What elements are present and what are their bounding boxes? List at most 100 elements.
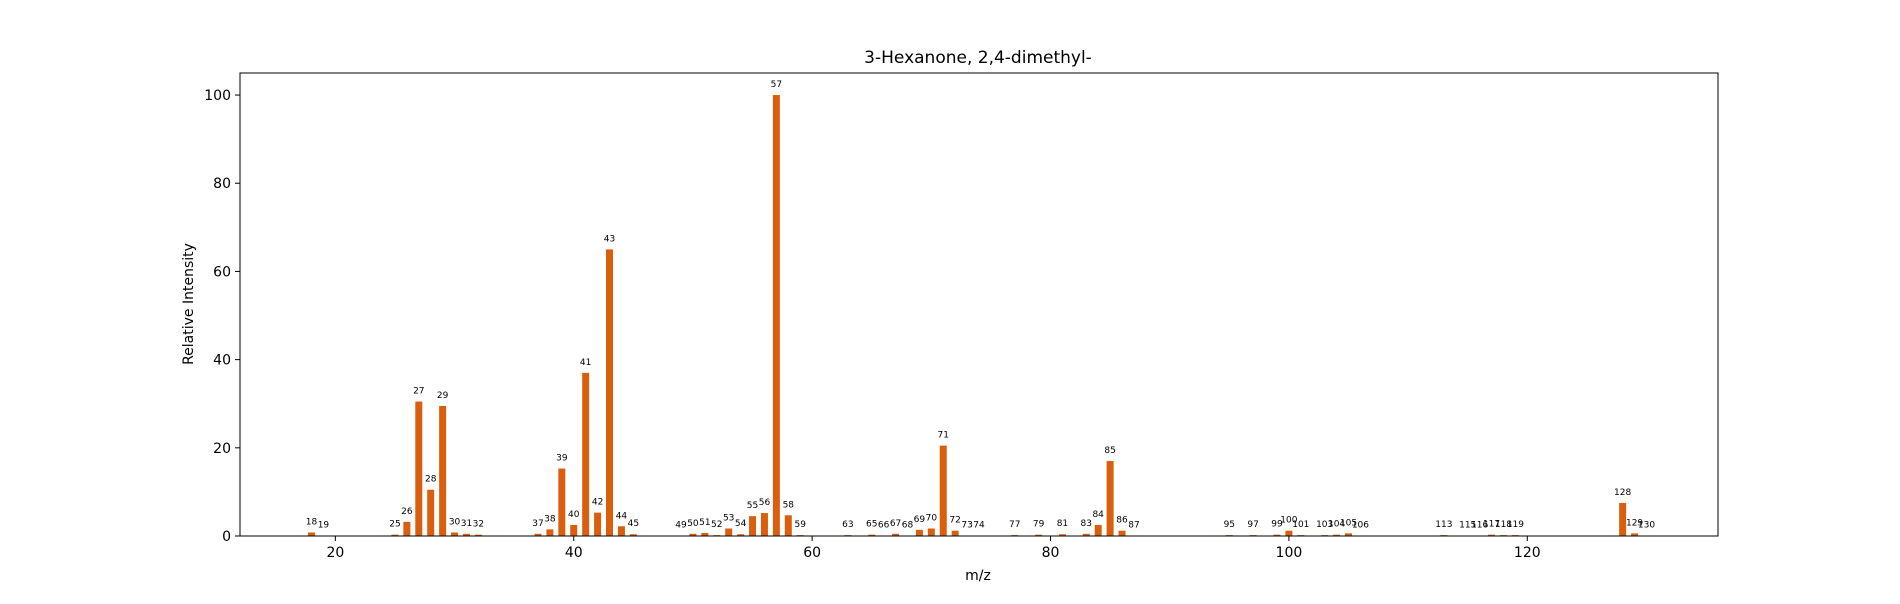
bar-label-mz-70: 70 [926, 514, 938, 524]
chart-title: 3-Hexanone, 2,4-dimethyl- [864, 48, 1092, 68]
y-tick-label-40: 40 [213, 353, 231, 369]
x-tick-label-100: 100 [1276, 545, 1303, 561]
x-axis-label: m/z [965, 568, 991, 584]
bar-mz-44 [618, 526, 625, 536]
bar-label-mz-31: 31 [461, 519, 472, 529]
bar-label-mz-95: 95 [1224, 520, 1235, 530]
bar-mz-38 [546, 529, 553, 536]
bar-mz-40 [570, 525, 577, 536]
bar-mz-100 [1285, 531, 1292, 536]
x-tick-label-40: 40 [565, 545, 583, 561]
bar-label-mz-58: 58 [783, 500, 795, 510]
bar-label-mz-63: 63 [842, 520, 853, 530]
bar-label-mz-18: 18 [306, 517, 318, 527]
bar-mz-55 [749, 516, 756, 536]
bar-label-mz-56: 56 [759, 498, 771, 508]
bar-label-mz-32: 32 [473, 520, 484, 530]
bar-label-mz-72: 72 [949, 516, 960, 526]
y-tick-label-80: 80 [213, 176, 231, 192]
bar-label-mz-65: 65 [866, 520, 877, 530]
bar-label-mz-52: 52 [711, 520, 722, 530]
bar-mz-26 [403, 522, 410, 536]
bar-mz-30 [451, 532, 458, 536]
bar-label-mz-49: 49 [675, 521, 687, 531]
x-tick-label-80: 80 [1042, 545, 1060, 561]
bar-label-mz-106: 106 [1352, 521, 1369, 531]
bar-mz-70 [928, 529, 935, 536]
bar-mz-29 [439, 406, 446, 536]
bar-label-mz-87: 87 [1128, 521, 1139, 531]
bar-mz-28 [427, 490, 434, 536]
bar-mz-53 [725, 529, 732, 536]
bar-label-mz-45: 45 [628, 519, 639, 529]
bar-label-mz-68: 68 [902, 521, 914, 531]
bars-layer [308, 95, 1650, 536]
bar-label-mz-86: 86 [1116, 516, 1128, 526]
bar-label-mz-74: 74 [973, 521, 985, 531]
x-tick-label-120: 120 [1514, 545, 1541, 561]
bar-mz-27 [415, 402, 422, 536]
bar-label-mz-50: 50 [687, 519, 699, 529]
bar-label-mz-83: 83 [1081, 519, 1092, 529]
bar-label-mz-54: 54 [735, 519, 747, 529]
bar-mz-57 [773, 95, 780, 536]
plot-frame [240, 73, 1718, 536]
y-tick-label-0: 0 [222, 529, 231, 545]
bar-label-mz-37: 37 [532, 519, 543, 529]
x-tick-label-60: 60 [803, 545, 821, 561]
bar-label-mz-40: 40 [568, 510, 580, 520]
bar-mz-42 [594, 513, 601, 536]
bar-label-mz-84: 84 [1092, 510, 1104, 520]
bar-mz-41 [582, 373, 589, 536]
bar-label-mz-25: 25 [389, 520, 400, 530]
bar-mz-56 [761, 513, 768, 536]
bar-label-mz-101: 101 [1292, 520, 1309, 530]
bar-label-mz-81: 81 [1057, 519, 1068, 529]
bar-label-mz-77: 77 [1009, 520, 1020, 530]
bar-label-mz-128: 128 [1614, 488, 1631, 498]
bar-mz-72 [952, 531, 959, 536]
bar-label-mz-57: 57 [771, 80, 782, 90]
bar-label-mz-51: 51 [699, 518, 710, 528]
bar-label-mz-71: 71 [938, 431, 949, 441]
bar-mz-69 [916, 530, 923, 536]
bar-mz-85 [1107, 461, 1114, 536]
bar-label-mz-79: 79 [1033, 520, 1045, 530]
y-tick-label-100: 100 [204, 88, 231, 104]
y-tick-label-60: 60 [213, 264, 231, 280]
bar-label-mz-43: 43 [604, 234, 615, 244]
bar-mz-39 [558, 469, 565, 536]
bar-label-mz-38: 38 [544, 514, 556, 524]
axes-layer: 20 40 60 80 100 120 0 20 40 60 80 100 [204, 73, 1718, 561]
y-axis-label: Relative Intensity [181, 243, 197, 365]
bar-label-mz-26: 26 [401, 507, 413, 517]
bar-label-mz-67: 67 [890, 519, 901, 529]
bar-label-mz-130: 130 [1638, 521, 1655, 531]
bar-label-mz-69: 69 [914, 515, 926, 525]
bar-mz-58 [785, 515, 792, 536]
bar-label-mz-30: 30 [449, 517, 461, 527]
bar-label-mz-73: 73 [961, 521, 972, 531]
bar-label-mz-44: 44 [616, 511, 628, 521]
bar-label-mz-39: 39 [556, 454, 568, 464]
bar-mz-86 [1119, 531, 1126, 536]
bar-label-mz-66: 66 [878, 521, 890, 531]
bar-label-mz-85: 85 [1104, 446, 1115, 456]
bar-label-mz-55: 55 [747, 501, 758, 511]
x-tick-label-20: 20 [326, 545, 344, 561]
bar-mz-43 [606, 249, 613, 536]
bar-label-mz-19: 19 [318, 521, 330, 531]
bar-label-mz-41: 41 [580, 358, 591, 368]
bar-label-mz-42: 42 [592, 498, 603, 508]
bar-label-mz-28: 28 [425, 475, 437, 485]
bar-label-mz-27: 27 [413, 387, 424, 397]
bar-label-mz-59: 59 [794, 520, 806, 530]
bar-label-mz-113: 113 [1435, 520, 1452, 530]
bar-label-mz-97: 97 [1247, 520, 1258, 530]
bar-mz-18 [308, 532, 315, 536]
y-tick-label-20: 20 [213, 441, 231, 457]
bar-label-mz-119: 119 [1507, 520, 1524, 530]
